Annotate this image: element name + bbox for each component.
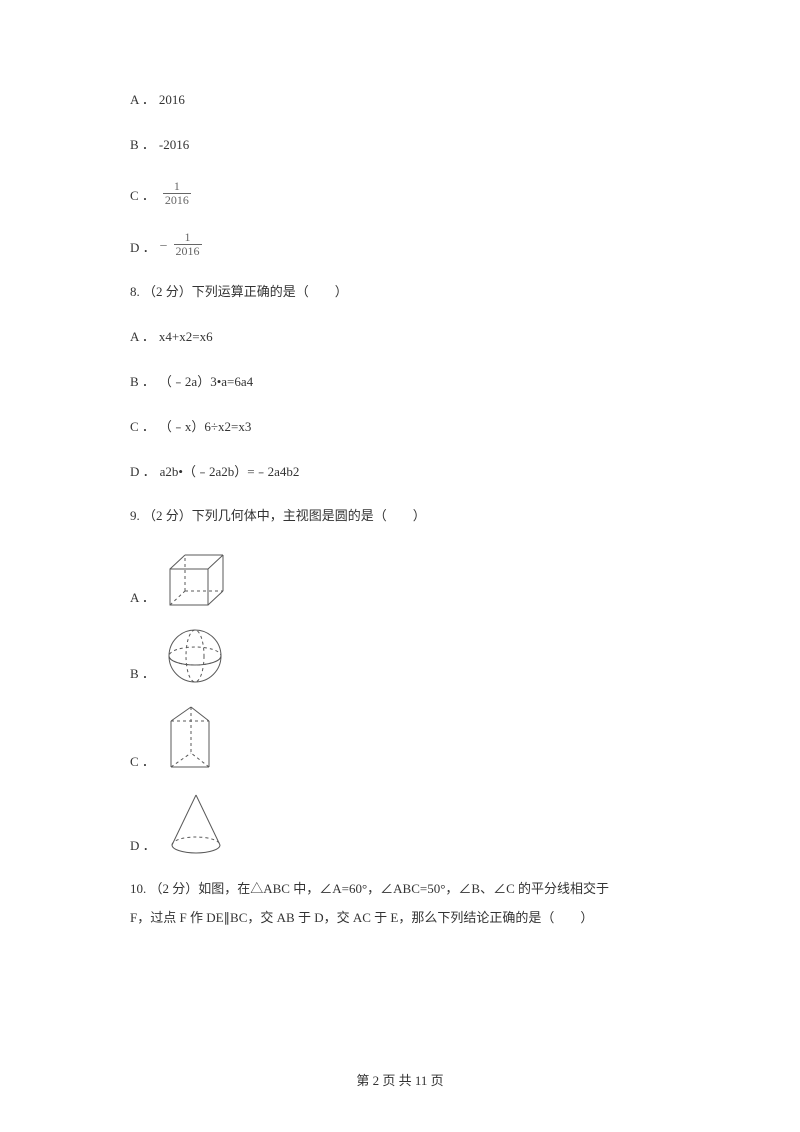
opt-d-label: D ． (130, 238, 156, 259)
q8-c-label: C ． (130, 417, 155, 438)
page-footer: 第 2 页 共 11 页 (0, 1071, 800, 1092)
q8-d-text: a2b•（﹣2a2b）=﹣2a4b2 (160, 462, 300, 483)
footer-suffix: 页 (427, 1073, 443, 1088)
q10-line2: F，过点 F 作 DE∥BC，交 AB 于 D，交 AC 于 E，那么下列结论正… (130, 904, 670, 933)
footer-mid: 页 共 (379, 1073, 415, 1088)
q10-line1: 10. （2 分）如图，在△ABC 中，∠A=60°，∠ABC=50°，∠B、∠… (130, 875, 670, 904)
prism-icon (165, 703, 217, 773)
q8-a-text: x4+x2=x6 (159, 327, 213, 348)
frac-num: 1 (174, 231, 202, 245)
q8-d-label: D ． (130, 462, 156, 483)
q8-a-label: A ． (130, 327, 155, 348)
q9-a-label: A ． (130, 588, 155, 609)
frac-den: 2016 (174, 245, 202, 258)
q8-stem: 8. （2 分）下列运算正确的是（ ） (130, 282, 670, 303)
frac-den: 2016 (163, 194, 191, 207)
q9-c-label: C ． (130, 752, 155, 773)
opt-c-fraction: 1 2016 (163, 180, 191, 207)
opt-c-label: C ． (130, 186, 155, 207)
opt-b-text: -2016 (159, 135, 189, 156)
neg-sign: − (160, 236, 168, 258)
q8-c-text: （﹣x）6÷x2=x3 (159, 417, 251, 438)
q8-b-label: B ． (130, 372, 155, 393)
footer-prefix: 第 (356, 1073, 372, 1088)
footer-total: 11 (415, 1073, 428, 1088)
sphere-icon (165, 627, 225, 685)
cone-icon (166, 791, 226, 857)
frac-num: 1 (163, 180, 191, 194)
q9-stem: 9. （2 分）下列几何体中，主视图是圆的是（ ） (130, 506, 670, 527)
q8-b-text: （﹣2a）3•a=6a4 (159, 372, 253, 393)
opt-a-text: 2016 (159, 90, 185, 111)
q9-b-label: B ． (130, 664, 155, 685)
cube-icon (165, 551, 231, 609)
opt-d-fraction: 1 2016 (174, 231, 202, 258)
opt-a-label: A ． (130, 90, 155, 111)
q9-d-label: D ． (130, 836, 156, 857)
opt-b-label: B ． (130, 135, 155, 156)
